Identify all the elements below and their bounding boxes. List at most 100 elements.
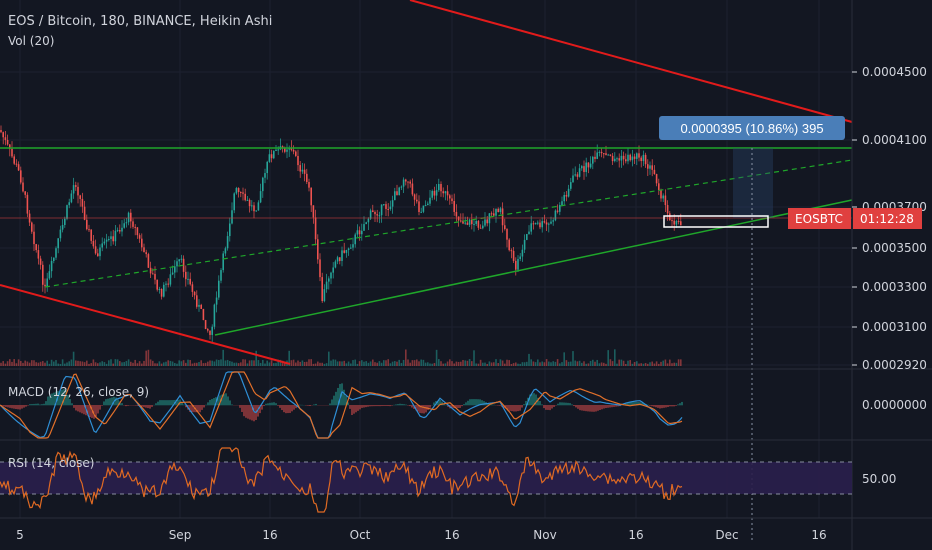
volume-bar — [119, 361, 121, 366]
red-trendline-top[interactable] — [409, 0, 853, 123]
x-tick-label: 5 — [16, 528, 24, 542]
macd-hist-bar — [655, 405, 657, 408]
volume-bar — [565, 360, 568, 366]
volume-bar — [171, 361, 174, 366]
candle-body — [449, 195, 451, 199]
candle-body — [86, 219, 88, 230]
volume-bar — [611, 361, 614, 366]
candle-body — [9, 144, 11, 149]
candle-body — [380, 204, 383, 216]
volume-bar — [418, 361, 420, 366]
macd-hist-bar — [259, 405, 261, 414]
volume-bar — [660, 361, 662, 366]
macd-hist-bar — [199, 405, 201, 413]
macd-hist-bar — [31, 404, 33, 406]
candle-body — [156, 279, 158, 290]
candle-body — [242, 192, 244, 194]
x-tick-label: 16 — [628, 528, 643, 542]
candle-body — [499, 208, 502, 213]
volume-bar — [248, 360, 251, 366]
candle-body — [299, 165, 301, 172]
macd-hist-bar — [641, 402, 643, 406]
measure-box[interactable] — [733, 148, 773, 218]
candle-body — [108, 238, 110, 240]
volume-bar — [433, 362, 436, 366]
macd-hist-bar — [369, 405, 371, 407]
y-tick-label: 0.0003500 — [862, 241, 927, 255]
green-channel-dashed[interactable] — [44, 159, 853, 288]
target-rectangle[interactable] — [663, 215, 769, 228]
candle-body — [592, 156, 594, 164]
candle-body — [376, 214, 378, 216]
x-tick-label: Dec — [715, 528, 738, 542]
volume-bar — [673, 362, 675, 366]
volume-bar — [270, 360, 273, 366]
candle-body — [22, 182, 24, 192]
red-trendline-bottom[interactable] — [0, 284, 291, 365]
candle-body — [416, 199, 418, 202]
candle-body — [515, 260, 517, 270]
candle-body — [233, 193, 235, 211]
macd-hist-bar — [451, 405, 453, 409]
volume-bar — [642, 363, 645, 366]
volume-bar — [493, 362, 495, 366]
volume-bar — [422, 359, 425, 366]
green-support-line[interactable] — [214, 199, 853, 336]
macd-hist-bar — [337, 387, 339, 406]
volume-bar — [354, 359, 356, 366]
volume-bar — [653, 363, 656, 366]
macd-hist-bar — [517, 405, 519, 412]
volume-bar — [46, 360, 48, 366]
candle-body — [677, 221, 680, 223]
volume-bar — [196, 362, 198, 366]
macd-hist-bar — [469, 399, 471, 406]
volume-bar — [554, 361, 557, 366]
volume-bar — [669, 359, 671, 366]
candle-body — [431, 190, 433, 198]
candle-body — [585, 162, 587, 173]
candle-body — [462, 220, 464, 224]
candle-body — [134, 226, 136, 228]
macd-hist-bar — [181, 402, 183, 406]
volume-bar — [68, 361, 70, 366]
macd-hist-bar — [681, 401, 683, 406]
candle-body — [495, 208, 497, 216]
volume-bar — [22, 362, 24, 366]
volume-bar — [13, 359, 15, 366]
candle-body — [616, 158, 618, 160]
candle-body — [636, 153, 638, 159]
macd-hist-bar — [299, 404, 301, 406]
macd-hist-bar — [671, 405, 673, 407]
macd-hist-bar — [97, 405, 99, 414]
volume-bar — [174, 362, 176, 366]
volume-bar — [625, 363, 627, 366]
volume-bar — [627, 360, 629, 366]
macd-hist-bar — [591, 405, 593, 412]
macd-hist-bar — [397, 404, 399, 406]
macd-hist-bar — [91, 405, 93, 418]
candle-body — [451, 198, 453, 202]
candle-body — [653, 169, 656, 175]
macd-hist-bar — [227, 396, 229, 406]
macd-hist-bar — [65, 390, 67, 406]
macd-hist-bar — [567, 402, 569, 406]
volume-bar — [290, 360, 293, 366]
macd-hist-bar — [447, 405, 449, 407]
candle-body — [365, 222, 367, 225]
macd-hist-bar — [315, 403, 317, 406]
symbol-badge: EOSBTC — [795, 212, 843, 226]
volume-bar — [156, 363, 158, 366]
macd-hist-bar — [531, 393, 533, 406]
candle-body — [169, 274, 172, 285]
macd-hist-bar — [109, 398, 111, 406]
candle-body — [625, 159, 627, 162]
macd-hist-bar — [637, 402, 639, 406]
time-axis[interactable]: 5 Sep 16 Oct 16 Nov 16 Dec 16 — [16, 528, 826, 542]
macd-hist-bar — [271, 402, 273, 406]
macd-hist-bar — [673, 405, 675, 407]
candle-body — [427, 203, 429, 206]
macd-hist-bar — [519, 405, 521, 411]
macd-hist-bar — [579, 405, 581, 411]
macd-hist-bar — [75, 405, 77, 411]
macd-hist-bar — [267, 403, 269, 406]
